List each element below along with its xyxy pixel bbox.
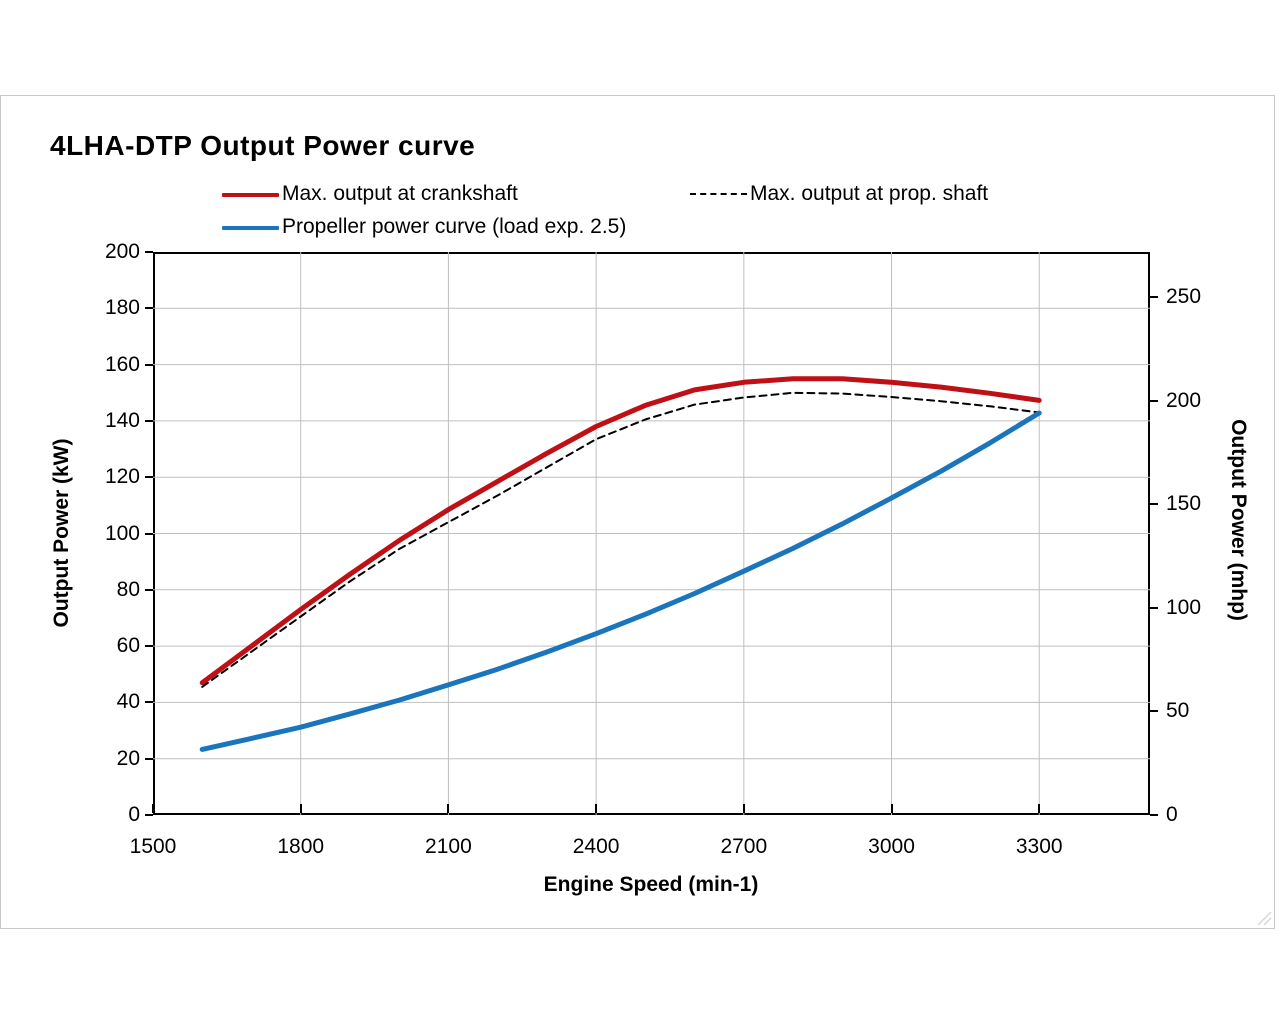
legend-line-dashed-black-icon	[690, 193, 747, 195]
x-axis-tick-label: 3300	[1015, 835, 1063, 858]
y-axis-right-tick-label: 200	[1166, 388, 1202, 412]
y-axis-right-tick-mark	[1150, 606, 1158, 609]
legend-label: Max. output at crankshaft	[282, 182, 518, 205]
x-axis-tick-mark	[595, 804, 598, 813]
y-axis-right-tick-label: 250	[1166, 285, 1202, 309]
y-axis-left-tick-mark	[145, 251, 153, 253]
y-axis-left-tick-mark	[145, 588, 153, 591]
resize-handle-icon[interactable]	[1254, 908, 1272, 926]
x-axis-tick-mark	[742, 804, 745, 813]
x-axis-tick-mark	[152, 804, 154, 813]
y-axis-left-tick-mark	[145, 476, 153, 479]
y-axis-right-tick-label: 100	[1166, 595, 1202, 619]
x-axis-tick-label: 3000	[868, 835, 915, 858]
x-axis-title: Engine Speed (min-1)	[543, 873, 759, 896]
series-line	[199, 410, 1042, 752]
x-axis-tick-label: 2400	[572, 835, 620, 858]
y-axis-right-tick-mark	[1150, 296, 1158, 299]
y-axis-left-tick-mark	[145, 307, 153, 310]
y-axis-right-tick-label: 0	[1166, 803, 1178, 826]
y-axis-left-tick-label: 20	[116, 746, 140, 770]
y-axis-left-tick-label: 0	[128, 803, 140, 826]
y-axis-left-tick-mark	[145, 645, 153, 648]
series-line	[201, 391, 1041, 688]
y-axis-left-tick-label: 120	[104, 465, 140, 489]
legend-line-solid-red-icon	[222, 193, 279, 197]
y-axis-left-tick-mark	[145, 701, 153, 704]
y-axis-left-tick-mark	[145, 532, 153, 535]
y-axis-right-tick-mark	[1150, 503, 1158, 506]
x-axis-tick-mark	[447, 804, 450, 813]
plot-canvas	[153, 252, 1150, 815]
x-axis-tick-mark	[890, 804, 893, 813]
legend-label: Max. output at prop. shaft	[750, 182, 989, 205]
x-axis-tick-mark	[1038, 804, 1041, 813]
y-axis-right-tick-mark	[1150, 814, 1158, 816]
y-axis-left-tick-label: 160	[104, 352, 140, 376]
y-axis-left-tick-label: 140	[104, 408, 140, 432]
plot-area	[153, 252, 1150, 815]
y-axis-left-tick-mark	[145, 363, 153, 366]
legend-label: Propeller power curve (load exp. 2.5)	[282, 215, 627, 238]
y-axis-left-tick-label: 60	[116, 634, 140, 658]
x-axis-tick-label: 1800	[277, 835, 325, 858]
y-axis-title-left: Output Power (kW)	[50, 438, 73, 628]
y-axis-right-tick-label: 50	[1166, 699, 1190, 723]
y-axis-right-tick-label: 150	[1166, 492, 1202, 516]
legend-line-solid-blue-icon	[222, 226, 279, 230]
y-axis-left-tick-label: 180	[104, 296, 140, 320]
y-axis-left-tick-label: 40	[116, 690, 140, 714]
x-axis-tick-label: 2100	[425, 835, 472, 858]
y-axis-left-tick-mark	[145, 419, 153, 422]
y-axis-left-tick-label: 100	[104, 521, 140, 545]
y-axis-right-tick-mark	[1150, 710, 1158, 713]
y-axis-left-tick-label: 80	[116, 577, 140, 601]
series-line	[199, 376, 1042, 686]
y-axis-left-tick-mark	[145, 814, 153, 816]
x-axis-tick-mark	[299, 804, 302, 813]
y-axis-left-tick-mark	[145, 757, 153, 760]
x-axis-tick-label: 1500	[129, 835, 177, 858]
y-axis-right-tick-mark	[1150, 399, 1158, 402]
chart-title: 4LHA-DTP Output Power curve	[50, 130, 476, 161]
y-axis-left-tick-label: 200	[104, 240, 140, 263]
x-axis-tick-label: 2700	[720, 835, 768, 858]
y-axis-title-right: Output Power (mhp)	[1227, 419, 1250, 621]
